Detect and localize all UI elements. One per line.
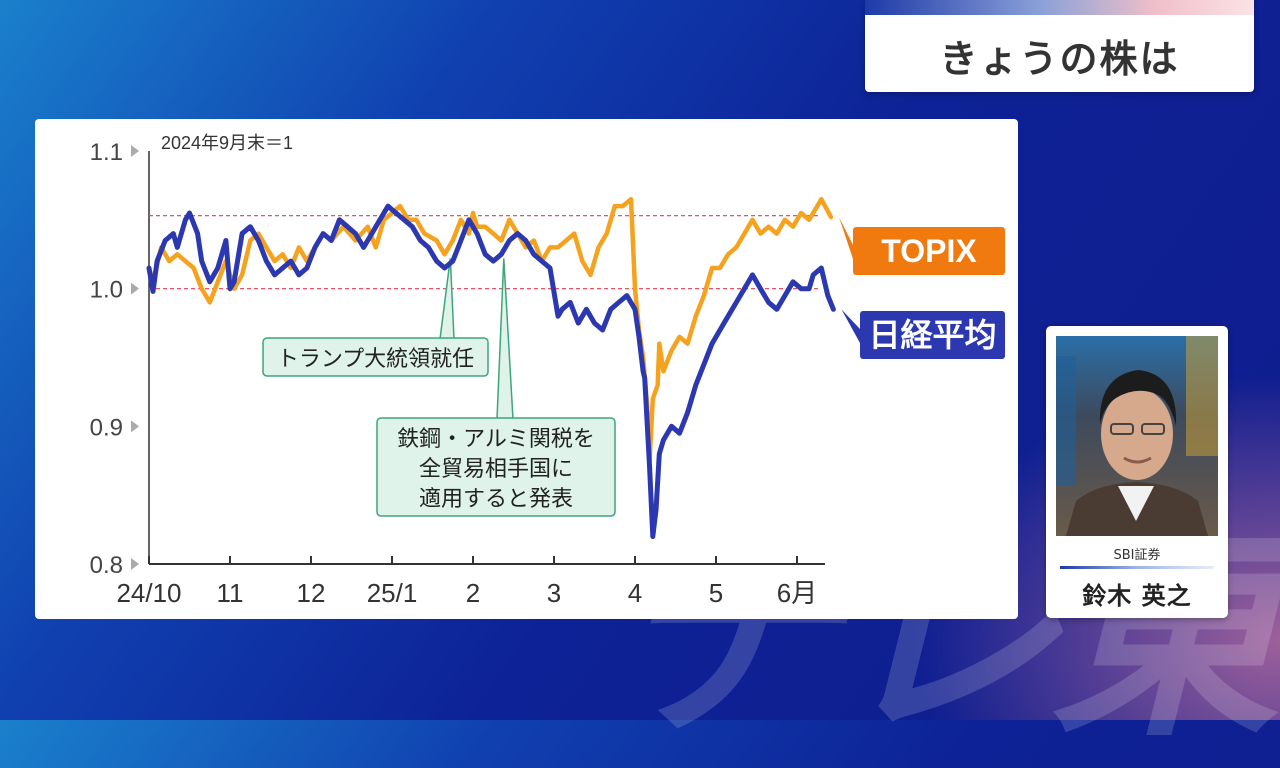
x-tick-label-2: 12 [297,578,326,608]
annotation-pointer-0 [439,258,455,340]
annotation-pointer-1 [496,258,514,420]
segment-title-card: きょうの株は [865,0,1254,92]
annotation-text-1-2: 適用すると発表 [419,486,573,511]
y-tick-marker-2 [131,420,139,433]
x-tick-label-1: 11 [217,578,244,608]
series-label-0: TOPIX [881,233,977,269]
annotation-box-1 [376,417,616,517]
series-label-box-1 [860,311,1005,359]
annotation-text-1-1: 全貿易相手国に [419,456,573,481]
speaker-card: SBI証券 鈴木 英之 [1046,326,1228,618]
y-tick-label-3: 0.8 [90,552,123,579]
speaker-company: SBI証券 [1113,548,1161,563]
series-label-pointer-0 [839,217,853,259]
series-label-1: 日経平均 [868,317,996,353]
x-tick-label-6: 4 [628,578,642,608]
x-tick-label-3: 25/1 [367,578,418,608]
name-underline [1060,566,1214,569]
x-tick-label-5: 3 [547,578,561,608]
title-stripe [865,0,1254,15]
x-tick-label-8: 6月 [777,578,817,608]
x-tick-label-7: 5 [709,578,723,608]
speaker-photo [1056,336,1218,536]
y-tick-marker-0 [131,145,139,157]
chart-card: 2024年9月末＝1 1.1 1.0 0.9 0.8 24/10 11 12 25/1 2 3 4 5 6… [35,119,1018,619]
speaker-name: 鈴木 英之 [1082,582,1192,610]
series-label-pointer-1 [841,309,860,343]
annotation-text-1-0: 鉄鋼・アルミ関税を [397,426,595,451]
series-label-box-0 [853,227,1005,275]
x-tick-label-0: 24/10 [116,578,181,608]
y-tick-label-0: 1.1 [90,139,123,166]
y-tick-marker-1 [131,282,139,295]
y-tick-marker-3 [131,558,139,570]
y-tick-label-1: 1.0 [90,277,123,304]
y-tick-label-2: 0.9 [90,414,123,441]
chart-note: 2024年9月末＝1 [161,133,293,153]
annotation-text-0-0: トランプ大統領就任 [277,346,474,371]
series-line-0 [146,196,834,464]
segment-title: きょうの株は [939,37,1180,81]
annotation-box-0 [262,337,489,377]
x-tick-label-4: 2 [466,578,480,608]
series-line-1 [146,203,836,539]
index-comparison-chart: 2024年9月末＝1 1.1 1.0 0.9 0.824/10 11 12 25/1 2 3 4 5 6… [90,133,1005,608]
